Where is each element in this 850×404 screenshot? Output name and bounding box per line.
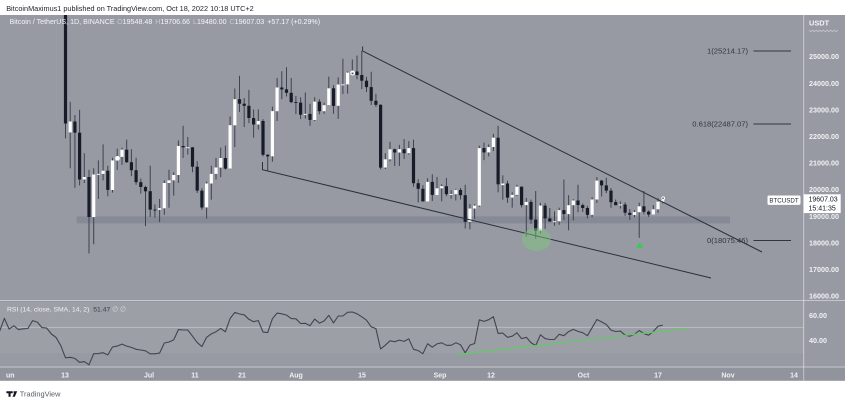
- svg-text:14: 14: [790, 372, 798, 379]
- svg-text:Aug: Aug: [289, 372, 303, 379]
- svg-text:20000.00: 20000.00: [809, 185, 839, 194]
- svg-text:0(18075.46): 0(18075.46): [707, 236, 748, 245]
- svg-text:17: 17: [654, 372, 662, 379]
- svg-text:11: 11: [191, 372, 199, 379]
- svg-text:1(25214.17): 1(25214.17): [707, 47, 748, 56]
- svg-text:13: 13: [61, 372, 69, 379]
- svg-text:23000.00: 23000.00: [809, 105, 839, 114]
- svg-text:BitcoinMaximus1 published on T: BitcoinMaximus1 published on TradingView…: [6, 4, 254, 13]
- svg-text:19000.00: 19000.00: [809, 212, 839, 221]
- svg-text:TradingView: TradingView: [20, 389, 61, 398]
- svg-text:60.00: 60.00: [809, 311, 827, 320]
- svg-text:un: un: [6, 372, 15, 379]
- svg-text:0.618(22487.07): 0.618(22487.07): [692, 120, 748, 129]
- svg-text:19607.03: 19607.03: [809, 197, 838, 204]
- svg-text:16000.00: 16000.00: [809, 292, 839, 301]
- svg-text:24000.00: 24000.00: [809, 79, 839, 88]
- svg-text:Nov: Nov: [721, 372, 734, 379]
- svg-text:12: 12: [487, 372, 495, 379]
- svg-text:BTCUSDT: BTCUSDT: [769, 197, 798, 204]
- svg-text:22000.00: 22000.00: [809, 132, 839, 141]
- svg-text:USDT: USDT: [809, 19, 830, 28]
- svg-text:15: 15: [358, 372, 366, 379]
- svg-text:18000.00: 18000.00: [809, 238, 839, 247]
- svg-text:RSI (14, close, SMA, 14, 2) 51: RSI (14, close, SMA, 14, 2) 51.47 ∅ ∅: [7, 307, 126, 314]
- svg-text:Oct: Oct: [578, 372, 590, 379]
- svg-text:15:41:35: 15:41:35: [809, 205, 836, 212]
- svg-text:Bitcoin / TetherUS, 1D, BINANC: Bitcoin / TetherUS, 1D, BINANCE O19548.48…: [10, 18, 321, 26]
- svg-text:25000.00: 25000.00: [809, 52, 839, 61]
- svg-text:17000.00: 17000.00: [809, 265, 839, 274]
- svg-text:21: 21: [238, 372, 246, 379]
- svg-text:21000.00: 21000.00: [809, 159, 839, 168]
- svg-text:Jul: Jul: [144, 372, 154, 379]
- svg-text:Sep: Sep: [434, 372, 447, 379]
- svg-text:40.00: 40.00: [809, 336, 827, 345]
